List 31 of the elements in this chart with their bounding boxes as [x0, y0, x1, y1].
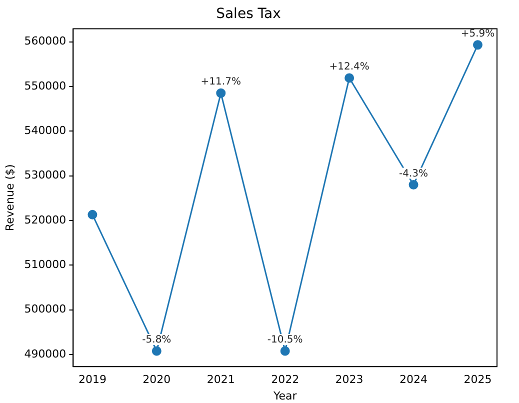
y-tick-label: 520000 [24, 213, 66, 226]
annotation: +11.7% [200, 76, 241, 88]
x-tick-label: 2021 [206, 373, 235, 386]
point [472, 40, 482, 50]
annotation: -10.5% [267, 334, 303, 346]
y-tick-label: 510000 [24, 258, 66, 272]
y-tick-label: 530000 [24, 168, 66, 182]
annotation: +12.4% [329, 62, 370, 73]
point [88, 210, 98, 220]
point [152, 346, 162, 356]
point [216, 88, 226, 98]
annotation: +5.9% [460, 28, 495, 40]
annotation: -5.8% [142, 334, 172, 346]
y-tick-label: 540000 [24, 124, 66, 137]
x-tick-label: 2025 [464, 373, 492, 386]
x-axis-title: Year [272, 389, 298, 402]
point [280, 346, 290, 356]
x-tick-label: 2024 [400, 373, 428, 386]
y-axis-title: Revenue ($) [3, 164, 16, 232]
point [408, 180, 418, 190]
y-tick-label: 500000 [24, 302, 66, 316]
x-tick-label: 2020 [142, 373, 171, 386]
x-tick-label: 2022 [271, 373, 300, 386]
y-tick-label: 560000 [24, 34, 66, 48]
chart-title: Sales Tax [216, 6, 281, 22]
point [344, 73, 354, 83]
x-tick-label: 2023 [335, 373, 364, 386]
x-tick-label: 2019 [78, 373, 106, 386]
y-tick-label: 550000 [24, 79, 66, 92]
annotation: -4.3% [399, 168, 428, 180]
y-tick-label: 490000 [24, 347, 66, 360]
